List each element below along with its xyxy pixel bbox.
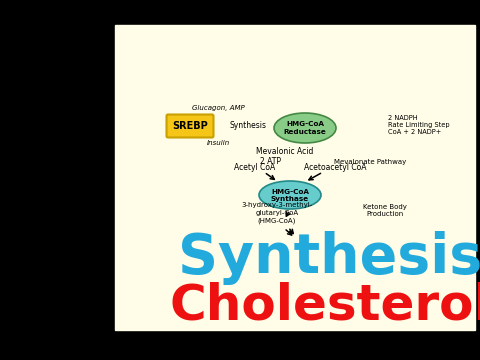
FancyBboxPatch shape (115, 25, 475, 330)
Ellipse shape (259, 181, 321, 209)
Text: Synthesis: Synthesis (178, 231, 480, 285)
Text: SREBP: SREBP (172, 121, 208, 131)
Text: Glucagon, AMP: Glucagon, AMP (192, 105, 244, 111)
Text: Mevalonic Acid: Mevalonic Acid (256, 148, 314, 157)
Text: 2 NADPH
Rate Limiting Step
CoA + 2 NADP+: 2 NADPH Rate Limiting Step CoA + 2 NADP+ (388, 115, 450, 135)
Text: Ketone Body
Production: Ketone Body Production (363, 203, 407, 216)
Text: Acetoacetyl CoA: Acetoacetyl CoA (304, 163, 366, 172)
Text: Cholesterol: Cholesterol (169, 281, 480, 329)
Text: Acetyl CoA: Acetyl CoA (234, 163, 276, 172)
Text: 3-hydroxy-3-methyl-
glutaryl-CoA
(HMG-CoA): 3-hydroxy-3-methyl- glutaryl-CoA (HMG-Co… (241, 202, 312, 224)
Text: Insulin: Insulin (206, 140, 229, 146)
Text: Mevalonate Pathway: Mevalonate Pathway (334, 159, 406, 165)
Ellipse shape (274, 113, 336, 143)
Text: Synthesis: Synthesis (229, 122, 266, 130)
FancyBboxPatch shape (167, 114, 214, 138)
Text: HMG-CoA
Synthase: HMG-CoA Synthase (271, 189, 309, 202)
Text: 2 ATP: 2 ATP (260, 158, 280, 166)
Text: HMG-CoA
Reductase: HMG-CoA Reductase (284, 122, 326, 135)
